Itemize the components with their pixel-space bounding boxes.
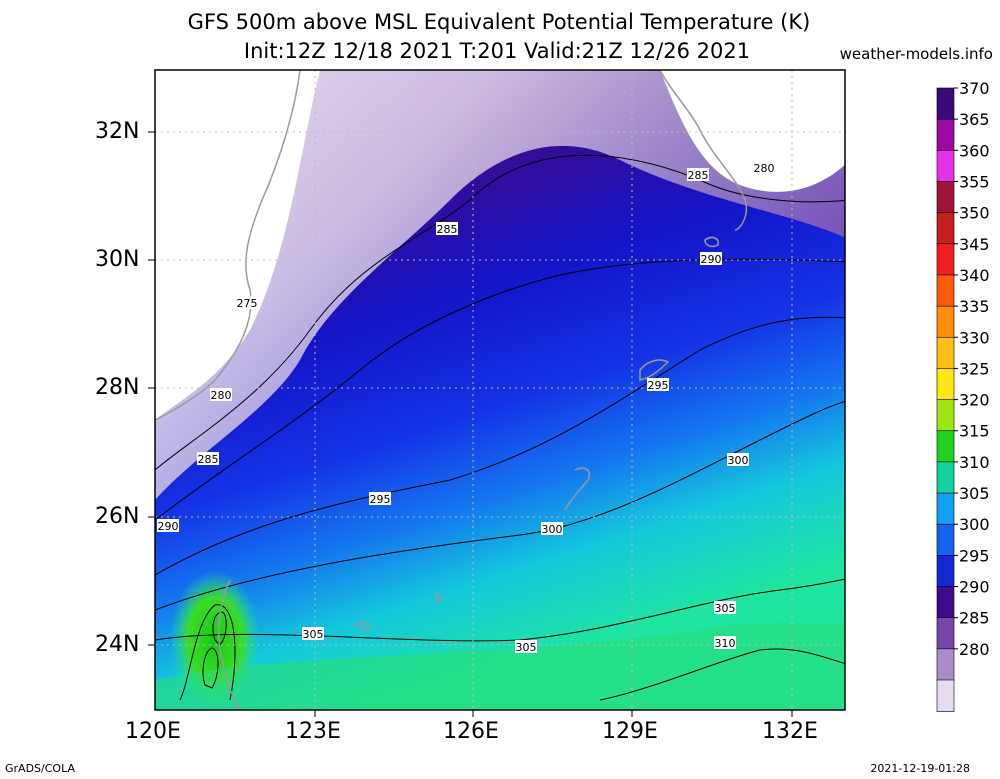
colorbar-swatch [936, 430, 955, 463]
colorbar-label: 290 [959, 578, 990, 597]
colorbar-label: 315 [959, 422, 990, 441]
colorbar-swatch [936, 87, 955, 120]
svg-text:305: 305 [303, 628, 324, 641]
colorbar-swatch [936, 181, 955, 214]
colorbar-label: 330 [959, 328, 990, 347]
colorbar-label: 355 [959, 172, 990, 191]
contour-label: 295 [647, 378, 669, 392]
colorbar-swatch [936, 648, 955, 681]
contour-label: 295 [369, 492, 391, 506]
colorbar-swatch [936, 679, 955, 712]
colorbar-label: 310 [959, 453, 990, 472]
colorbar-label: 360 [959, 141, 990, 160]
svg-text:280: 280 [211, 389, 232, 402]
footer-credit: GrADS/COLA [5, 762, 75, 775]
lat-label-24n: 24N [95, 632, 140, 657]
colorbar: 370 365 360 355 350 345 340 335 330 325 320 315 310 3… [936, 79, 990, 712]
plot-frame [154, 69, 846, 711]
svg-text:285: 285 [688, 169, 709, 182]
svg-text:295: 295 [370, 493, 391, 506]
plot-area: 275 280 280 285 285 285 290 290 295 295 300 300 305 3… [155, 70, 845, 710]
colorbar-swatch [936, 118, 955, 152]
svg-text:290: 290 [701, 253, 722, 266]
colorbar-label: 285 [959, 609, 990, 628]
contour-label: 310 [714, 636, 736, 650]
colorbar-swatch [936, 461, 955, 494]
lat-label-30n: 30N [95, 247, 140, 272]
colorbar-label: 365 [959, 110, 990, 129]
svg-text:295: 295 [648, 379, 669, 392]
contour-label: 290 [157, 519, 179, 533]
svg-text:310: 310 [715, 637, 736, 650]
colorbar-label: 320 [959, 391, 990, 410]
colorbar-label: 305 [959, 484, 990, 503]
colorbar-label: 295 [959, 546, 990, 565]
colorbar-swatch [936, 555, 955, 588]
colorbar-swatch [936, 617, 955, 650]
contour-label: 285 [687, 168, 709, 182]
contour-label: 280 [210, 388, 232, 402]
site-credit: weather-models.info [839, 45, 993, 63]
contour-label: 300 [541, 522, 563, 536]
contour-lines [155, 154, 845, 701]
colorbar-label: 350 [959, 204, 990, 223]
lat-label-26n: 26N [95, 504, 140, 529]
colorbar-label: 280 [959, 640, 990, 659]
contour-label: 285 [436, 222, 458, 236]
warm-sector [155, 621, 845, 710]
colorbar-swatch [936, 492, 955, 526]
svg-text:300: 300 [542, 523, 563, 536]
colorbar-label: 340 [959, 266, 990, 285]
colorbar-swatch [936, 305, 955, 339]
contour-label: 290 [700, 252, 722, 266]
svg-text:285: 285 [198, 453, 219, 466]
colorbar-swatch [936, 336, 955, 370]
svg-text:290: 290 [158, 520, 179, 533]
contour-label: 275 [236, 296, 258, 310]
colorbar-swatch [936, 150, 955, 183]
colorbar-label: 300 [959, 515, 990, 534]
svg-text:300: 300 [728, 454, 749, 467]
colorbar-swatch [936, 399, 955, 432]
contour-label: 280 [753, 161, 775, 175]
contour-label: 300 [727, 453, 749, 467]
lat-label-32n: 32N [95, 119, 140, 144]
land-mask-kyushu [660, 70, 845, 192]
footer-timestamp: 2021-12-19-01:28 [870, 762, 970, 775]
lon-label-123e: 123E [285, 719, 341, 744]
colorbar-swatch [936, 212, 955, 245]
axis-ticks [148, 131, 793, 717]
svg-text:285: 285 [437, 223, 458, 236]
dry-air-region [155, 70, 845, 500]
colorbar-swatch [936, 586, 955, 619]
colorbar-label: 325 [959, 359, 990, 378]
svg-text:305: 305 [516, 641, 537, 654]
svg-text:275: 275 [237, 297, 258, 310]
colorbar-swatch [936, 368, 955, 401]
colorbar-swatch [936, 274, 955, 307]
grid-lines [155, 70, 845, 710]
lon-label-132e: 132E [762, 719, 818, 744]
colorbar-swatch [936, 523, 955, 557]
lon-label-126e: 126E [443, 719, 499, 744]
contour-labels: 275 280 280 285 285 285 290 290 295 295 300 300 305 3… [157, 161, 775, 654]
coastlines [155, 70, 747, 710]
contour-label: 305 [515, 640, 537, 654]
svg-text:305: 305 [715, 602, 736, 615]
contour-label: 305 [714, 601, 736, 615]
svg-text:280: 280 [754, 162, 775, 175]
contour-label: 285 [197, 452, 219, 466]
colorbar-label: 370 [959, 79, 990, 98]
map-title: GFS 500m above MSL Equivalent Potential … [187, 10, 811, 34]
lat-label-28n: 28N [95, 375, 140, 400]
contour-label: 305 [302, 627, 324, 641]
colorbar-swatch [936, 243, 955, 276]
colorbar-label: 345 [959, 235, 990, 254]
map-subtitle: Init:12Z 12/18 2021 T:201 Valid:21Z 12/2… [243, 39, 751, 63]
lon-label-120e: 120E [125, 719, 181, 744]
colorbar-label: 335 [959, 297, 990, 316]
lon-label-129e: 129E [602, 719, 658, 744]
